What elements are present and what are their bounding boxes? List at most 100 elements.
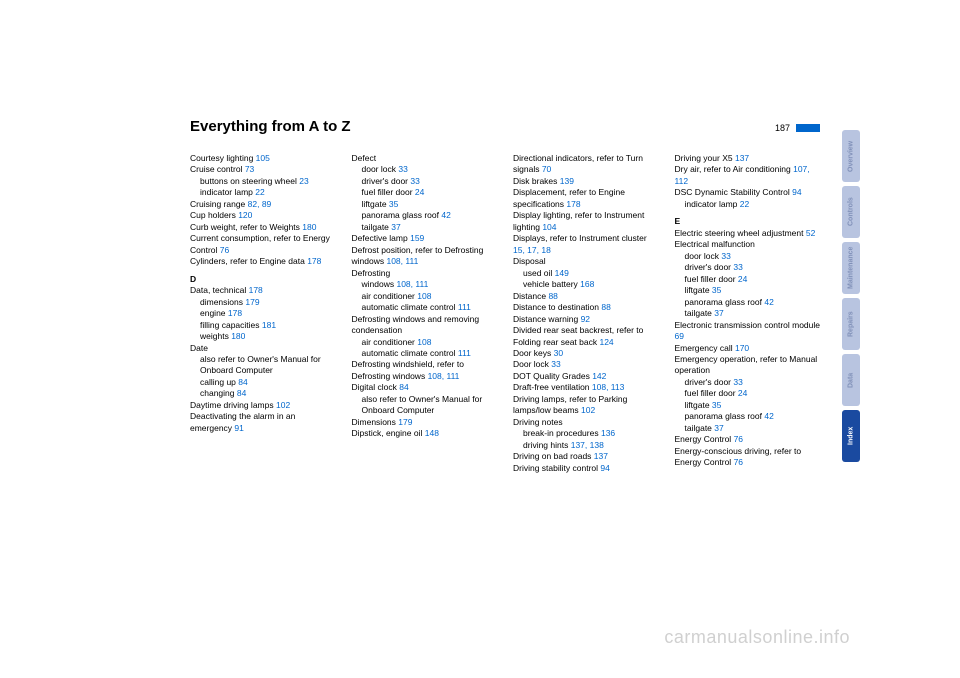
page-ref[interactable]: 168 [580,279,594,289]
page-ref[interactable]: 35 [389,199,398,209]
page-ref[interactable]: 35 [712,400,721,410]
entry-text: Driving notes [513,417,563,427]
page-ref[interactable]: 92 [581,314,590,324]
page-ref[interactable]: 178 [307,256,321,266]
page-ref[interactable]: 88 [601,302,610,312]
page-ref[interactable]: 137 [735,153,749,163]
page-ref[interactable]: 137, 138 [571,440,604,450]
index-entry: fuel filler door 24 [675,274,821,285]
page-ref[interactable]: 91 [234,423,243,433]
index-entry: indicator lamp 22 [190,187,336,198]
page-ref[interactable]: 94 [792,187,801,197]
page-ref[interactable]: 84 [238,377,247,387]
index-entry: Display lighting, refer to Instrument li… [513,210,659,233]
index-entry: used oil 149 [513,268,659,279]
tab-repairs[interactable]: Repairs [842,298,860,350]
page-ref[interactable]: 33 [733,262,742,272]
page-ref[interactable]: 104 [542,222,556,232]
index-entry: Disposal [513,256,659,267]
tab-data[interactable]: Data [842,354,860,406]
page-ref[interactable]: 37 [391,222,400,232]
page-ref[interactable]: 108, 111 [428,371,460,381]
tab-maintenance[interactable]: Maintenance [842,242,860,294]
page-ref[interactable]: 108, 111 [396,279,428,289]
page-ref[interactable]: 108, 111 [386,256,418,266]
page-ref[interactable]: 33 [721,251,730,261]
page-ref[interactable]: 52 [806,228,815,238]
entry-text: Cylinders, refer to Engine data [190,256,307,266]
page-ref[interactable]: 178 [228,308,242,318]
page-ref[interactable]: 148 [425,428,439,438]
entry-text: fuel filler door [362,187,415,197]
page-ref[interactable]: 15, 17, 18 [513,245,551,255]
tab-index[interactable]: Index [842,410,860,462]
page-ref[interactable]: 88 [548,291,557,301]
page-ref[interactable]: 108 [417,291,431,301]
page-ref[interactable]: 178 [249,285,263,295]
page-ref[interactable]: 22 [740,199,749,209]
page-ref[interactable]: 102 [276,400,290,410]
page-ref[interactable]: 33 [410,176,419,186]
page-ref[interactable]: 37 [714,423,723,433]
index-entry: liftgate 35 [675,400,821,411]
page-ref[interactable]: 33 [733,377,742,387]
entry-text: Dipstick, engine oil [352,428,425,438]
index-entry: driving hints 137, 138 [513,440,659,451]
index-entry: air conditioner 108 [352,337,498,348]
tab-overview[interactable]: Overview [842,130,860,182]
entry-text: liftgate [362,199,389,209]
page-ref[interactable]: 30 [554,348,563,358]
page-number-bar [796,124,820,132]
page-ref[interactable]: 181 [262,320,276,330]
page-ref[interactable]: 108 [417,337,431,347]
page-ref[interactable]: 142 [592,371,606,381]
page-ref[interactable]: 42 [764,411,773,421]
page-ref[interactable]: 136 [601,428,615,438]
page-ref[interactable]: 159 [410,233,424,243]
page-ref[interactable]: 179 [245,297,259,307]
page-ref[interactable]: 73 [245,164,254,174]
entry-text: Energy Control [675,434,734,444]
page-ref[interactable]: 94 [600,463,609,473]
entry-text: automatic climate control [362,302,458,312]
page-ref[interactable]: 120 [238,210,252,220]
entry-text: weights [200,331,231,341]
page-ref[interactable]: 33 [551,359,560,369]
page-ref[interactable]: 22 [255,187,264,197]
page-ref[interactable]: 76 [220,245,229,255]
page-ref[interactable]: 111 [458,302,471,312]
page-ref[interactable]: 76 [734,434,743,444]
page-ref[interactable]: 102 [581,405,595,415]
page-ref[interactable]: 76 [734,457,743,467]
page-ref[interactable]: 42 [764,297,773,307]
page-ref[interactable]: 178 [566,199,580,209]
page-ref[interactable]: 180 [302,222,316,232]
page-ref[interactable]: 137 [594,451,608,461]
page-ref[interactable]: 69 [675,331,684,341]
page-ref[interactable]: 33 [398,164,407,174]
page-ref[interactable]: 84 [399,382,408,392]
page-ref[interactable]: 180 [231,331,245,341]
index-entry: also refer to Owner's Manual for Onboard… [190,354,336,377]
page-ref[interactable]: 42 [441,210,450,220]
page-ref[interactable]: 139 [560,176,574,186]
page-ref[interactable]: 24 [738,388,747,398]
entry-text: panorama glass roof [362,210,442,220]
page-ref[interactable]: 105 [256,153,270,163]
tab-controls[interactable]: Controls [842,186,860,238]
entry-text: Driving lamps, refer to Parking lamps/lo… [513,394,627,415]
page-ref[interactable]: 37 [714,308,723,318]
page-ref[interactable]: 124 [599,337,613,347]
page-ref[interactable]: 179 [398,417,412,427]
page-ref[interactable]: 82, 89 [248,199,272,209]
page-ref[interactable]: 149 [555,268,569,278]
page-ref[interactable]: 84 [237,388,246,398]
page-ref[interactable]: 70 [542,164,551,174]
page-ref[interactable]: 108, 113 [592,382,624,392]
page-ref[interactable]: 170 [735,343,749,353]
page-ref[interactable]: 35 [712,285,721,295]
page-ref[interactable]: 24 [738,274,747,284]
page-ref[interactable]: 23 [299,176,308,186]
page-ref[interactable]: 111 [458,348,471,358]
page-ref[interactable]: 24 [415,187,424,197]
